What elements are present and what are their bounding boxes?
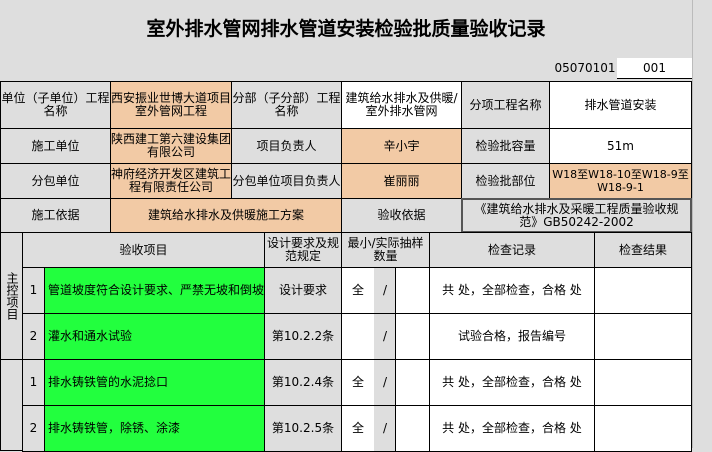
row-item: 灌水和通水试验 (44, 313, 265, 360)
constructor-label: 施工单位 (0, 128, 111, 164)
item-value[interactable]: 排水管道安装 (549, 81, 692, 129)
header-sample: 最小/实际抽样数量 (341, 232, 430, 268)
row-record[interactable]: 试验合格，报告编号 (429, 313, 595, 360)
manager-label: 项目负责人 (231, 128, 342, 164)
basis-label: 施工依据 (0, 198, 111, 233)
header-result: 检查结果 (594, 232, 692, 268)
item-label: 分项工程名称 (461, 81, 550, 129)
form-code: 05070101 (554, 61, 616, 75)
row-design: 第10.2.5条 (264, 405, 342, 452)
header-item: 验收项目 (22, 232, 265, 268)
capacity-label: 检验批容量 (461, 128, 550, 164)
row-number: 2 (22, 313, 45, 360)
row-min[interactable]: 全 (341, 405, 375, 452)
sheet-edge (692, 0, 709, 448)
row-actual[interactable] (395, 405, 430, 452)
row-design: 第10.2.2条 (264, 313, 342, 360)
row-record[interactable]: 共 处，全部检查，合格 处 (429, 405, 595, 452)
sub-label: 分部（子分部）工程名称 (231, 81, 342, 129)
subcontractor-label: 分包单位 (0, 163, 111, 199)
row-number: 2 (22, 405, 45, 452)
header-record: 检查记录 (429, 232, 595, 268)
general-category (0, 359, 23, 451)
header-design: 设计要求及规范规定 (264, 232, 342, 268)
row-item: 排水铸铁管，除锈、涂漆 (44, 405, 265, 452)
row-result[interactable] (594, 267, 692, 314)
row-min[interactable]: 全 (341, 359, 375, 406)
sub-manager-value[interactable]: 崔丽丽 (341, 163, 462, 199)
accept-value[interactable]: 《建筑给水排水及采暖工程质量验收规范》GB50242-2002 (461, 198, 692, 233)
sub-value[interactable]: 建筑给水排水及供暖/室外排水管网 (341, 81, 462, 129)
row-slash[interactable]: / (374, 359, 396, 406)
row-actual[interactable] (395, 267, 430, 314)
location-label: 检验批部位 (461, 163, 550, 199)
row-record[interactable]: 共 处，全部检查，合格 处 (429, 267, 595, 314)
serial-number[interactable]: 001 (617, 58, 692, 79)
row-actual[interactable] (395, 359, 430, 406)
unit-value[interactable]: 西安振业世博大道项目室外管网工程 (110, 81, 232, 129)
page-title: 室外排水管网排水管道安装检验批质量验收记录 (146, 18, 546, 40)
row-result[interactable] (594, 359, 692, 406)
accept-label: 验收依据 (341, 198, 462, 233)
basis-value[interactable]: 建筑给水排水及供暖施工方案 (110, 198, 342, 233)
row-slash[interactable]: / (374, 313, 396, 360)
unit-label: 单位（子单位）工程名称 (0, 81, 111, 129)
row-min[interactable]: 全 (341, 267, 375, 314)
row-record[interactable]: 共 处，全部检查，合格 处 (429, 359, 595, 406)
main-control-label: 主控项目 (0, 232, 23, 360)
capacity-value[interactable]: 51m (549, 128, 692, 164)
row-item: 排水铸铁管的水泥捻口 (44, 359, 265, 406)
row-design: 设计要求 (264, 267, 342, 314)
location-value[interactable]: W18至W18-10至W18-9至W18-9-1 (549, 163, 692, 199)
row-item: 管道坡度符合设计要求、严禁无坡和倒坡 (44, 267, 265, 314)
row-number: 1 (22, 359, 45, 406)
manager-value[interactable]: 辛小宇 (341, 128, 462, 164)
row-actual[interactable] (395, 313, 430, 360)
row-min[interactable] (341, 313, 375, 360)
row-slash[interactable]: / (374, 267, 396, 314)
row-slash[interactable]: / (374, 405, 396, 452)
row-result[interactable] (594, 313, 692, 360)
row-design: 第10.2.4条 (264, 359, 342, 406)
subcontractor-value[interactable]: 神府经济开发区建筑工程有限责任公司 (110, 163, 232, 199)
sub-manager-label: 分包单位项目负责人 (231, 163, 342, 199)
row-result[interactable] (594, 405, 692, 452)
constructor-value[interactable]: 陕西建工第六建设集团有限公司 (110, 128, 232, 164)
row-number: 1 (22, 267, 45, 314)
